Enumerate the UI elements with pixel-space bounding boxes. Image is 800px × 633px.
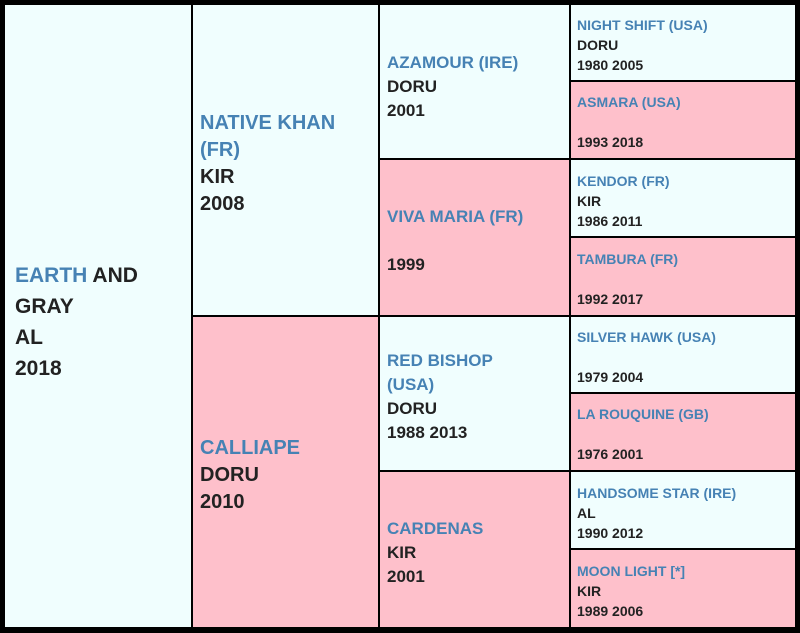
sdd-years: 1992 2017 — [577, 291, 644, 307]
dss-years: 1979 2004 — [577, 369, 644, 385]
dds-years: 1990 2012 — [577, 525, 644, 541]
dsd-color — [577, 424, 795, 444]
sds-years: 1986 2011 — [577, 213, 643, 229]
dds-cell: HANDSOME STAR (IRE) AL 1990 2012 — [571, 472, 795, 548]
sire-cell: NATIVE KHAN (FR) KIR 2008 — [193, 5, 378, 315]
sds-name[interactable]: KENDOR (FR) — [577, 173, 670, 189]
sd-name[interactable]: VIVA MARIA (FR) — [387, 207, 524, 226]
sss-cell: NIGHT SHIFT (USA) DORU 1980 2005 — [571, 5, 795, 80]
sire-years: 2008 — [200, 193, 245, 215]
ssd-cell: ASMARA (USA) 1993 2018 — [571, 82, 795, 158]
ddd-name[interactable]: MOON LIGHT [*] — [577, 563, 686, 579]
sire-name[interactable]: NATIVE KHAN (FR) — [200, 112, 341, 161]
ds-name[interactable]: RED BISHOP (USA) — [387, 351, 498, 394]
ds-cell: RED BISHOP (USA) DORU 1988 2013 — [380, 317, 569, 470]
subject-years: 2018 — [15, 357, 62, 380]
sss-color: DORU — [577, 37, 619, 53]
ds-color: DORU — [387, 399, 438, 418]
ddd-years: 1989 2006 — [577, 603, 644, 619]
dsd-years: 1976 2001 — [577, 446, 644, 462]
ss-name[interactable]: AZAMOUR (IRE) — [387, 53, 519, 72]
dss-color — [577, 347, 795, 367]
sdd-cell: TAMBURA (FR) 1992 2017 — [571, 238, 795, 315]
dam-color: DORU — [200, 464, 259, 486]
ssd-years: 1993 2018 — [577, 134, 644, 150]
sdd-name[interactable]: TAMBURA (FR) — [577, 251, 679, 267]
subject-name-rest: AND GRAY — [15, 264, 144, 318]
ssd-name[interactable]: ASMARA (USA) — [577, 94, 681, 110]
dds-color: AL — [577, 505, 596, 521]
dd-cell: CARDENAS KIR 2001 — [380, 472, 569, 627]
dd-name[interactable]: CARDENAS — [387, 519, 484, 538]
dsd-name[interactable]: LA ROUQUINE (GB) — [577, 406, 709, 422]
ss-cell: AZAMOUR (IRE) DORU 2001 — [380, 5, 569, 158]
subject-color: AL — [15, 326, 43, 349]
dam-years: 2010 — [200, 491, 245, 513]
ddd-cell: MOON LIGHT [*] KIR 1989 2006 — [571, 550, 795, 627]
sds-color: KIR — [577, 193, 602, 209]
ssd-color — [577, 112, 795, 132]
dd-color: KIR — [387, 543, 417, 562]
sdd-color — [577, 269, 795, 289]
dd-years: 2001 — [387, 567, 425, 586]
dsd-cell: LA ROUQUINE (GB) 1976 2001 — [571, 394, 795, 470]
dam-cell: CALLIAPE DORU 2010 — [193, 317, 378, 627]
dss-cell: SILVER HAWK (USA) 1979 2004 — [571, 317, 795, 392]
sss-years: 1980 2005 — [577, 57, 644, 73]
subject-cell: EARTH AND GRAY AL 2018 — [5, 5, 191, 627]
ss-years: 2001 — [387, 101, 425, 120]
sd-color — [387, 229, 569, 253]
ddd-color: KIR — [577, 583, 602, 599]
sds-cell: KENDOR (FR) KIR 1986 2011 — [571, 160, 795, 236]
ss-color: DORU — [387, 77, 438, 96]
sire-color: KIR — [200, 166, 235, 188]
sd-years: 1999 — [387, 255, 425, 274]
dds-name[interactable]: HANDSOME STAR (IRE) — [577, 485, 737, 501]
dam-name[interactable]: CALLIAPE — [200, 437, 300, 459]
subject-name[interactable]: EARTH — [15, 264, 88, 287]
dss-name[interactable]: SILVER HAWK (USA) — [577, 329, 716, 345]
sss-name[interactable]: NIGHT SHIFT (USA) — [577, 17, 708, 33]
sd-cell: VIVA MARIA (FR) 1999 — [380, 160, 569, 315]
ds-years: 1988 2013 — [387, 423, 468, 442]
